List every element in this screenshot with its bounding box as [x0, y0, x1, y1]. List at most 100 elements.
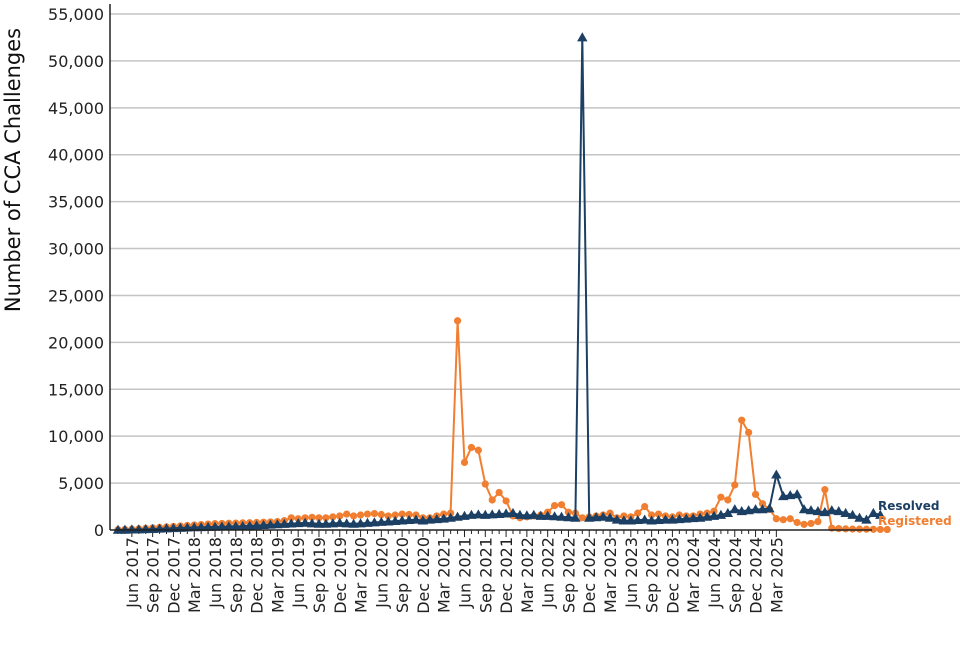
- resolved-point: [237, 520, 248, 530]
- registered-point: [315, 514, 323, 522]
- x-tick-label: Mar 2023: [601, 537, 620, 613]
- gridlines: [110, 13, 960, 484]
- resolved-point: [812, 506, 824, 516]
- resolved-point: [376, 516, 387, 526]
- resolved-point: [390, 515, 401, 525]
- resolved-point: [327, 518, 339, 528]
- resolved-point: [362, 517, 373, 527]
- registered-point: [814, 517, 822, 526]
- legend-resolved: Resolved: [878, 499, 939, 513]
- resolved-point: [722, 507, 734, 518]
- resolved-point: [209, 521, 221, 531]
- resolved-point: [507, 507, 519, 518]
- registered-point: [793, 518, 801, 527]
- resolved-point: [681, 513, 692, 523]
- resolved-point: [618, 515, 630, 525]
- resolved-point: [611, 514, 623, 524]
- resolved-point: [286, 518, 297, 528]
- x-tick-label: Sep 2023: [643, 537, 662, 613]
- y-axis-ticks: 0 5,000 10,000 15,000 20,000 25,000 30,000 35,0…: [48, 5, 104, 540]
- registered-point: [481, 480, 489, 488]
- registered-point: [772, 515, 780, 523]
- registered-point: [405, 510, 413, 519]
- resolved-point: [258, 519, 269, 530]
- resolved-point: [570, 512, 581, 522]
- registered-point: [287, 514, 295, 522]
- registered-point: [384, 512, 392, 520]
- x-tick-label: Mar 2021: [435, 537, 454, 613]
- resolved-point: [487, 509, 498, 519]
- series-resolved: [112, 32, 886, 534]
- registered-point: [495, 488, 503, 497]
- resolved-point: [424, 514, 436, 524]
- resolved-point: [556, 511, 567, 521]
- registered-point: [343, 510, 351, 518]
- registered-point: [370, 509, 379, 518]
- resolved-point: [500, 508, 512, 518]
- resolved-point: [535, 510, 546, 520]
- x-tick-label: Jun 2024: [705, 537, 724, 609]
- resolved-point: [306, 518, 318, 528]
- y-tick-label: 55,000: [48, 5, 104, 24]
- x-tick-label: Mar 2018: [185, 537, 204, 613]
- registered-point: [779, 516, 787, 524]
- x-tick-label: Jun 2018: [206, 537, 225, 609]
- resolved-point: [334, 517, 345, 527]
- x-tick-label: Sep 2021: [476, 537, 495, 613]
- registered-point: [398, 510, 406, 518]
- y-tick-label: 10,000: [48, 427, 104, 446]
- resolved-point: [847, 509, 858, 519]
- x-tick-label: Dec 2022: [580, 537, 599, 614]
- registered-point: [460, 458, 469, 467]
- resolved-point: [660, 514, 671, 524]
- y-tick-label: 25,000: [48, 286, 104, 305]
- registered-point: [745, 428, 753, 437]
- resolved-point: [202, 521, 214, 531]
- registered-point: [502, 497, 510, 505]
- x-tick-label: Dec 2018: [248, 537, 267, 614]
- resolved-point: [265, 519, 276, 529]
- registered-point: [453, 317, 462, 325]
- resolved-point: [687, 513, 699, 523]
- resolved-point: [466, 509, 477, 519]
- registered-point: [869, 525, 877, 533]
- x-tick-label: Jun 2022: [539, 537, 558, 609]
- resolved-point: [868, 507, 879, 518]
- registered-point: [634, 509, 642, 517]
- x-tick-label: Dec 2017: [164, 537, 183, 614]
- x-tick-label: Mar 2020: [352, 537, 371, 613]
- resolved-point: [639, 514, 650, 524]
- resolved-point: [272, 519, 283, 529]
- registered-point: [800, 520, 808, 528]
- resolved-point: [667, 514, 678, 524]
- registered-point: [654, 510, 663, 518]
- resolved-point: [674, 514, 685, 524]
- resolved-point: [577, 32, 588, 42]
- registered-point: [350, 512, 358, 520]
- registered-point: [738, 416, 746, 424]
- resolved-point: [320, 518, 332, 528]
- x-tick-label: Jun 2023: [622, 537, 641, 609]
- registered-point: [377, 510, 385, 519]
- resolved-point: [195, 521, 207, 532]
- resolved-point: [764, 503, 775, 513]
- x-tick-label: Dec 2020: [414, 537, 433, 614]
- resolved-point: [584, 512, 595, 522]
- resolved-line: [117, 36, 881, 531]
- resolved-point: [625, 515, 637, 525]
- registered-point: [848, 525, 857, 533]
- registered-point: [751, 490, 760, 498]
- x-tick-label: Jun 2021: [456, 537, 475, 609]
- registered-point: [855, 525, 864, 533]
- x-axis-ticks: Jun 2017 Sep 2017 Dec 2017 Mar 2018 Jun 2018…: [117, 530, 786, 614]
- resolved-point: [653, 514, 664, 525]
- y-tick-label: 5,000: [58, 474, 104, 493]
- resolved-point: [791, 489, 803, 499]
- registered-point: [883, 525, 891, 534]
- y-tick-label: 40,000: [48, 146, 104, 165]
- legend-registered: Registered: [878, 514, 952, 528]
- x-tick-label: Sep 2024: [726, 537, 745, 613]
- y-tick-label: 30,000: [48, 240, 104, 259]
